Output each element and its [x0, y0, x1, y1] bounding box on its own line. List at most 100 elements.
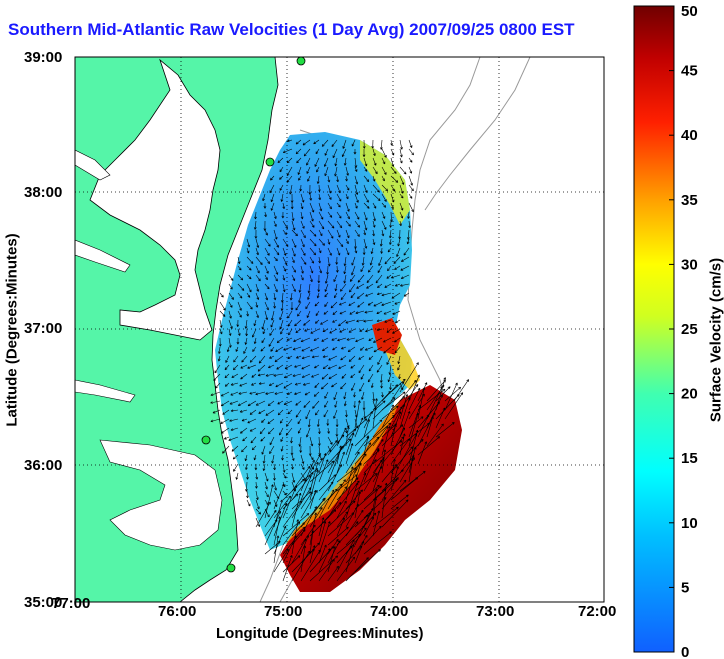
velocity-arrow — [376, 310, 383, 314]
velocity-arrow — [233, 355, 239, 363]
velocity-arrow — [381, 301, 392, 306]
velocity-arrow — [339, 310, 347, 315]
velocity-arrow — [324, 391, 329, 399]
velocity-arrow — [407, 211, 410, 219]
velocity-arrow — [327, 565, 339, 582]
velocity-arrow — [399, 394, 409, 420]
velocity-arrow — [390, 446, 414, 474]
velocity-arrow — [334, 166, 338, 177]
velocity-arrow — [244, 319, 248, 329]
velocity-arrow — [273, 481, 277, 491]
velocity-arrow — [300, 491, 313, 510]
velocity-arrow — [361, 391, 365, 400]
velocity-arrow — [326, 265, 330, 275]
velocity-arrow — [289, 184, 293, 195]
velocity-arrow — [334, 283, 338, 292]
velocity-arrow — [279, 166, 284, 173]
velocity-arrow — [301, 355, 311, 360]
velocity-arrow — [246, 499, 251, 507]
velocity-arrow — [291, 211, 295, 221]
velocity-arrow — [290, 436, 293, 444]
velocity-arrow — [277, 400, 284, 405]
velocity-arrow — [363, 238, 368, 249]
velocity-arrow — [305, 409, 311, 420]
velocity-arrow — [262, 328, 266, 335]
velocity-arrow — [381, 479, 407, 510]
velocity-arrow — [333, 292, 338, 299]
velocity-arrow — [288, 328, 293, 336]
velocity-arrow — [282, 472, 287, 479]
figure-title: Southern Mid-Atlantic Raw Velocities (1 … — [8, 20, 575, 39]
velocity-arrow — [322, 328, 329, 332]
velocity-arrow — [323, 157, 329, 167]
velocity-field-high — [280, 385, 462, 592]
velocity-arrow — [381, 202, 387, 208]
velocity-arrow — [272, 472, 276, 481]
velocity-arrow — [255, 517, 261, 527]
velocity-arrow — [426, 394, 443, 429]
velocity-arrow — [255, 301, 259, 308]
x-tick: 73:00 — [476, 603, 515, 620]
velocity-arrow — [334, 400, 338, 408]
velocity-arrow — [354, 442, 371, 474]
velocity-arrow — [408, 429, 419, 465]
velocity-arrow — [225, 355, 230, 363]
velocity-arrow — [327, 486, 347, 519]
velocity-arrow — [381, 229, 385, 237]
velocity-arrow — [269, 436, 275, 446]
velocity-arrow — [363, 319, 374, 323]
velocity-arrow — [345, 503, 359, 528]
velocity-arrow — [327, 446, 343, 483]
velocity-arrow — [273, 238, 279, 248]
velocity-arrow — [298, 436, 302, 447]
velocity-arrow — [345, 193, 349, 200]
velocity-arrow — [381, 184, 389, 192]
velocity-arrow — [355, 337, 365, 343]
velocity-arrow — [281, 454, 285, 461]
velocity-arrow — [305, 301, 311, 310]
velocity-arrow — [363, 184, 368, 193]
velocity-arrow — [389, 238, 392, 245]
velocity-arrow — [300, 337, 311, 343]
velocity-arrow — [363, 525, 382, 546]
velocity-arrow — [294, 364, 302, 368]
velocity-arrow — [386, 328, 392, 333]
velocity-arrow — [264, 274, 268, 281]
velocity-arrow — [372, 220, 376, 228]
velocity-arrow — [306, 157, 311, 166]
velocity-arrow — [254, 481, 258, 489]
velocity-arrow — [361, 256, 365, 266]
velocity-arrow — [306, 166, 311, 174]
velocity-arrow — [390, 466, 399, 492]
velocity-arrow — [310, 346, 320, 352]
velocity-arrow — [332, 148, 338, 159]
velocity-arrow — [255, 265, 260, 274]
velocity-arrow — [349, 283, 356, 293]
velocity-arrow — [314, 409, 320, 416]
velocity-arrow — [259, 427, 266, 435]
velocity-arrow — [261, 445, 266, 455]
velocity-arrow — [363, 410, 373, 429]
river-inlet — [75, 149, 111, 181]
velocity-arrow — [309, 463, 315, 470]
velocity-arrow — [264, 484, 274, 519]
velocity-arrow — [273, 256, 278, 262]
velocity-arrow — [215, 382, 221, 389]
velocity-arrow — [309, 469, 319, 501]
velocity-arrow — [363, 157, 368, 167]
velocity-arrow — [345, 166, 349, 176]
velocity-arrow — [365, 292, 374, 297]
velocity-arrow — [273, 516, 281, 546]
velocity-arrow — [255, 501, 271, 528]
velocity-arrow — [342, 139, 347, 149]
velocity-arrow — [309, 546, 334, 573]
velocity-arrow — [273, 247, 280, 256]
velocity-arrow — [318, 247, 322, 254]
velocity-field-mid — [360, 140, 410, 225]
velocity-arrow — [241, 445, 248, 453]
velocity-arrow — [370, 247, 374, 255]
velocity-arrow — [246, 283, 252, 293]
velocity-arrow — [309, 238, 317, 247]
colorbar — [633, 5, 675, 653]
velocity-arrow — [277, 157, 284, 164]
